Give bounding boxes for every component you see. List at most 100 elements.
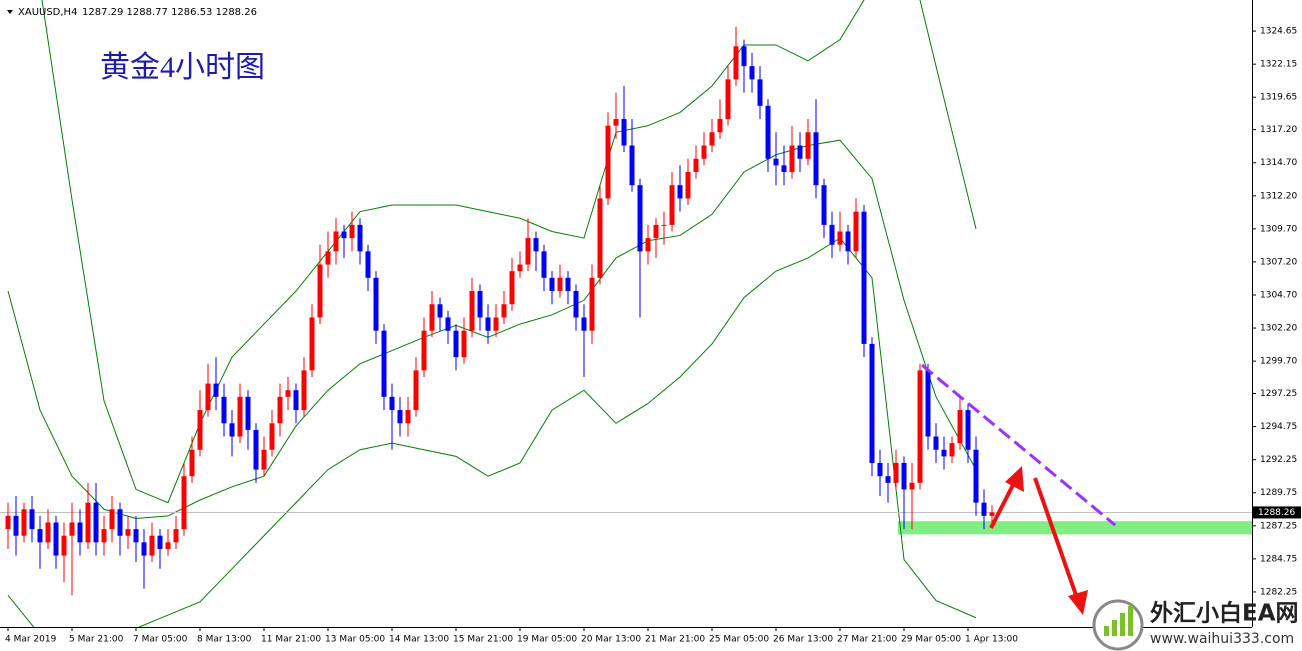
candle-body [485,317,491,331]
candle-body [69,522,75,536]
candle-body [453,330,459,358]
candle-body [93,502,99,543]
candle-body [181,476,187,530]
candle-body [61,535,67,556]
candle-body [965,410,971,450]
candle-body [213,383,219,397]
candle-body [765,105,771,159]
candle-body [757,79,763,106]
x-tick-label: 26 Mar 13:00 [773,635,833,645]
bollinger-lower [7,237,977,627]
candle-body [349,224,355,239]
candle-body [29,509,35,530]
candle-body [477,291,483,318]
candle-body [381,330,387,397]
last-price-box [1253,506,1301,519]
candle-body [629,145,635,186]
candle-body [21,509,27,536]
candle-body [133,529,139,543]
arrow-up [989,482,1016,529]
candle-body [957,410,963,444]
last-price-label: 1288.26 [1258,508,1295,518]
candle-body [309,317,315,371]
candle-body [789,145,795,172]
candle-body [981,502,987,516]
candle-body [429,304,435,331]
candle-body [917,370,923,483]
candle-body [357,224,363,252]
candle-body [229,423,235,437]
candle-body [413,370,419,411]
y-tick-label: 1287.25 [1260,521,1297,531]
candle-body [773,158,779,166]
y-tick-label: 1324.65 [1260,27,1297,37]
candle-body [373,277,379,331]
candle-body [821,185,827,225]
candle-body [605,125,611,199]
candle-body [933,436,939,450]
candle-body [725,79,731,120]
candle-body [389,396,395,411]
candle-body [237,396,243,437]
candle-body [53,522,59,556]
candle-body [261,449,267,470]
forecast-arrows [989,466,1088,615]
chart-title: 黄金4小时图 [100,51,265,84]
y-tick-label: 1292.25 [1260,455,1297,465]
candle-body [613,119,619,126]
candle-body [149,535,155,556]
candle-body [445,317,451,331]
candle-body [125,529,131,536]
watermark-logo: 外汇小白EA网 www.waihui333.com [1092,599,1299,651]
y-tick-label: 1314.70 [1260,158,1297,168]
arrow-head [1005,466,1024,492]
candle-body [493,317,499,331]
candle-body [701,145,707,159]
candle-body [797,145,803,159]
candle-body [517,264,523,272]
candle-body [925,370,931,437]
y-tick-label: 1322.15 [1260,60,1297,70]
x-tick-label: 1 Apr 13:00 [965,635,1018,645]
candle-body [869,343,875,463]
candle-body [157,535,163,549]
candle-body [709,132,715,146]
candle-body [741,46,747,67]
candle-body [437,304,443,318]
candle-body [973,449,979,503]
candle-body [813,132,819,186]
candle-body [317,264,323,318]
candle-body [589,277,595,331]
logo-bar [1120,613,1125,636]
candle-body [13,515,19,536]
candle-body [621,119,627,146]
candle-body [909,482,915,490]
x-tick-label: 4 Mar 2019 [5,635,57,645]
bollinger-upper [41,0,977,504]
watermark-url: www.waihui333.com [1150,631,1294,647]
y-tick-label: 1284.75 [1260,554,1297,564]
watermark-name: 外汇小白EA网 [1150,600,1299,627]
candle-body [141,542,147,556]
candle-body [109,509,115,530]
candle-body [501,304,507,318]
candle-body [941,449,947,457]
candle-body [893,462,899,483]
candle-body [581,317,587,331]
logo-bar [1104,626,1109,636]
x-tick-label: 13 Mar 05:00 [325,635,385,645]
arrow-down [1033,477,1079,599]
candle-body [405,410,411,424]
x-tick-label: 5 Mar 21:00 [69,635,124,645]
candle-body [877,462,883,477]
candle-body [901,462,907,490]
logo-bar [1128,606,1133,636]
x-tick-label: 19 Mar 05:00 [517,635,577,645]
candle-body [293,390,299,411]
y-tick-label: 1304.70 [1260,290,1297,300]
candle-body [717,119,723,133]
candle-body [557,277,563,292]
candle-body [565,277,571,292]
x-tick-label: 29 Mar 05:00 [901,635,961,645]
y-tick-label: 1312.20 [1260,191,1297,201]
